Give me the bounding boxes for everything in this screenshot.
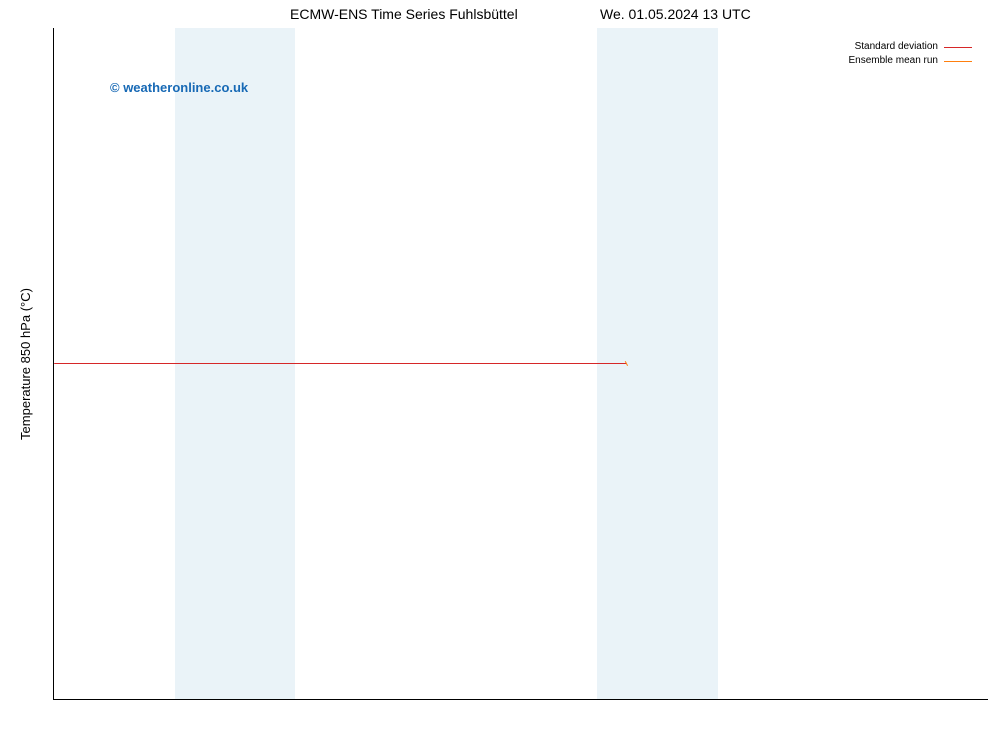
x-tick-mark [838, 699, 839, 700]
y-tick-mark [53, 364, 54, 365]
x-tick-mark [114, 699, 115, 700]
chart-title-left: ECMW-ENS Time Series Fuhlsbüttel [290, 6, 518, 22]
y-tick-mark [53, 252, 54, 253]
x-tick-mark [356, 699, 357, 700]
legend-swatch [944, 47, 972, 48]
legend-label: Ensemble mean run [849, 54, 939, 68]
y-tick-mark [53, 140, 54, 141]
legend: Standard deviationEnsemble mean run [849, 40, 973, 68]
x-tick-mark [718, 699, 719, 700]
x-tick-mark [597, 699, 598, 700]
legend-item: Ensemble mean run [849, 54, 973, 68]
x-tick-mark [476, 699, 477, 700]
y-tick-mark [53, 28, 54, 29]
x-tick-mark [959, 699, 960, 700]
plot-area: © weatheronline.co.uk -30-20-10010203003… [53, 28, 988, 700]
y-tick-mark [53, 588, 54, 589]
watermark-text: © weatheronline.co.uk [110, 80, 248, 95]
chart-container: ECMW-ENS Time Series Fuhlsbüttel We. 01.… [0, 0, 1000, 733]
legend-item: Standard deviation [849, 40, 973, 54]
y-tick-mark [53, 476, 54, 477]
chart-lines [54, 28, 988, 699]
y-axis-label: Temperature 850 hPa (°C) [18, 288, 33, 440]
chart-title-right: We. 01.05.2024 13 UTC [600, 6, 751, 22]
legend-swatch [944, 61, 972, 62]
legend-label: Standard deviation [855, 40, 938, 54]
x-tick-mark [235, 699, 236, 700]
